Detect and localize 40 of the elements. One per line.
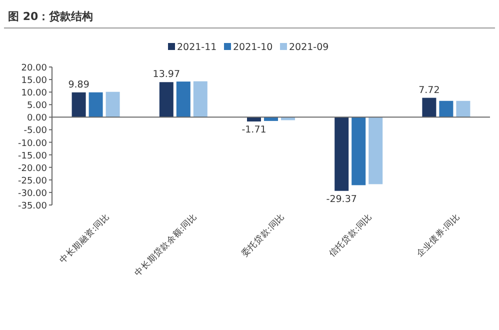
chart-title: 图 20：贷款结构 xyxy=(8,10,94,23)
y-tick-label: -30.00 xyxy=(18,188,48,199)
y-tick-label: 15.00 xyxy=(21,76,48,86)
bar xyxy=(72,92,86,118)
bar xyxy=(439,100,454,118)
x-tick-label: 中长期融资:同比 xyxy=(58,211,112,266)
bar xyxy=(264,117,278,121)
bar xyxy=(193,81,208,118)
y-tick-label: -20.00 xyxy=(18,164,48,174)
bar xyxy=(456,100,470,118)
data-label: -1.71 xyxy=(242,124,266,136)
bar xyxy=(368,117,383,184)
bar xyxy=(334,117,349,191)
x-tick-label: 企业债券:同比 xyxy=(414,211,462,260)
y-tick-label: -25.00 xyxy=(18,176,48,186)
legend-label: 2021-10 xyxy=(233,42,273,53)
x-tick-label: 信托贷款:同比 xyxy=(326,211,375,260)
data-label: 13.97 xyxy=(152,69,180,80)
x-tick-label: 中长期贷款余额:同比 xyxy=(132,211,200,278)
y-tick-label: 10.00 xyxy=(21,88,48,99)
bar xyxy=(422,98,436,118)
bar xyxy=(159,82,174,118)
bar xyxy=(247,117,261,122)
y-tick-label: -35.00 xyxy=(18,202,48,212)
y-tick-label: 5.00 xyxy=(26,101,48,112)
bar xyxy=(176,82,190,118)
y-tick-label: -10.00 xyxy=(18,138,48,149)
bar xyxy=(88,92,103,118)
bar xyxy=(352,117,366,186)
legend-label: 2021-11 xyxy=(177,42,217,53)
data-label: 9.89 xyxy=(68,79,90,90)
data-label: 7.72 xyxy=(418,84,440,96)
legend-label: 2021-09 xyxy=(289,42,329,53)
data-label: -29.37 xyxy=(326,194,357,205)
y-tick-label: -5.00 xyxy=(24,126,48,136)
y-tick-label: 0.00 xyxy=(26,114,48,124)
y-tick-label: 20.00 xyxy=(21,64,48,74)
bar xyxy=(106,92,120,118)
x-tick-label: 委托贷款:同比 xyxy=(239,211,288,260)
y-tick-label: -15.00 xyxy=(18,151,48,162)
